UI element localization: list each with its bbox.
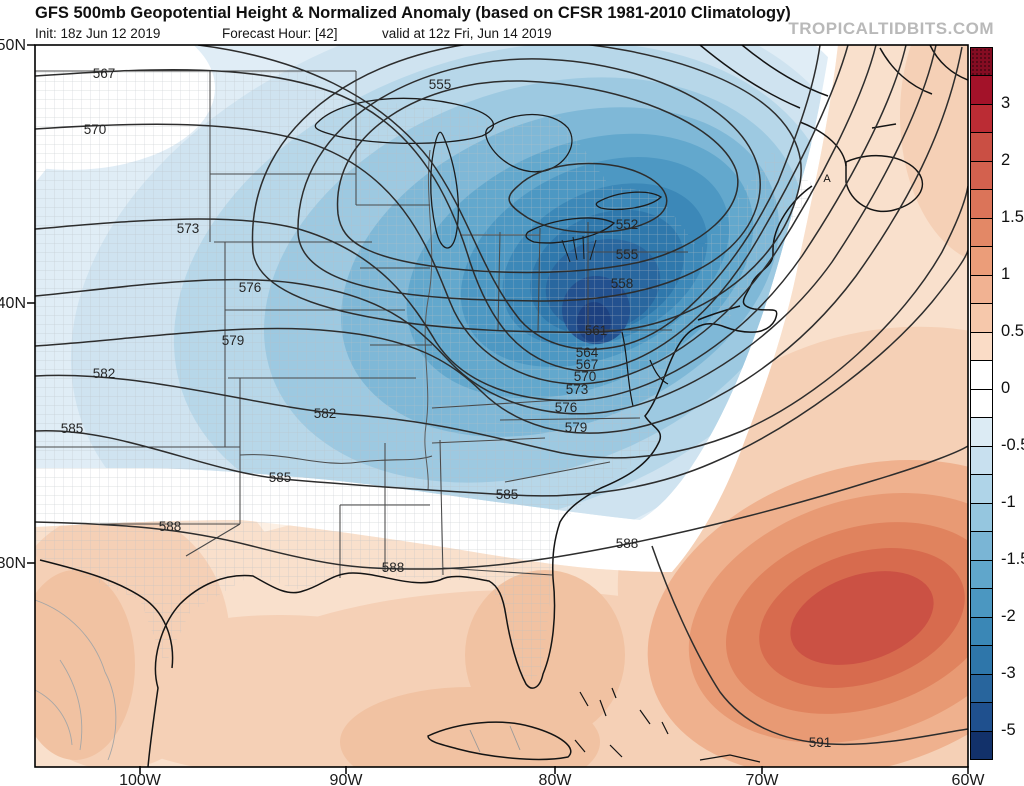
contour-value-label: 582 [314, 406, 337, 421]
finger-lakes [561, 235, 597, 263]
map-marker-a: A [823, 173, 831, 185]
contour-value-label: 588 [159, 519, 182, 534]
colorbar-segment [971, 445, 992, 475]
lon-tick-label: 100W [119, 772, 162, 786]
great-lakes [314, 97, 663, 263]
contour-value-label: 579 [565, 420, 588, 435]
colorbar-tick-label: -0.5 [1001, 436, 1024, 455]
colorbar-segment [971, 531, 992, 560]
mexico-state-borders [35, 599, 117, 761]
colorbar-segment [971, 616, 992, 646]
colorbar-segment [971, 417, 992, 446]
colorbar-tick-label: -1.5 [1001, 550, 1024, 569]
forecast-hour-label: Forecast Hour: [42] [222, 26, 338, 41]
colorbar-segment [971, 48, 992, 76]
contour-value-label: 579 [222, 333, 245, 348]
contour-value-label: 555 [616, 247, 639, 262]
atlantic-warm-anomaly-max [647, 459, 968, 767]
map-frame [34, 44, 969, 768]
colorbar-segment [971, 103, 992, 133]
lon-tick-label: 80W [539, 772, 573, 786]
lon-tick-label: 90W [330, 772, 364, 786]
colorbar-segment [971, 702, 992, 731]
cuba-interior-borders [469, 725, 521, 753]
colorbar-segment [971, 189, 992, 218]
colorbar-segment [971, 360, 992, 389]
tropicaltidbits-watermark: TROPICALTIDBITS.COM [788, 19, 994, 38]
colorbar-tick-label: -2 [1001, 607, 1016, 626]
colorbar-tick-label: 3 [1001, 94, 1011, 113]
contour-value-label: 573 [566, 382, 589, 397]
height-contours [35, 45, 968, 746]
colorbar-segment [971, 217, 992, 247]
contour-value-label: 570 [574, 369, 597, 384]
colorbar-segment [971, 75, 992, 104]
colorbar-tick-label: 2 [1001, 151, 1011, 170]
page-title: GFS 500mb Geopotential Height & Normaliz… [35, 4, 791, 22]
colorbar-tick-label: 1 [1001, 265, 1011, 284]
county-grid [35, 71, 815, 684]
coastline [39, 45, 968, 767]
colorbar-segment [971, 388, 992, 418]
contour-value-label: 552 [616, 217, 639, 232]
contour-value-label: 585 [61, 421, 84, 436]
contour-labels: 5525555555585615645675675705705735735765… [61, 66, 832, 750]
contour-value-label: 591 [809, 735, 832, 750]
latitude-axis: 50N 40N 30N [0, 37, 35, 572]
colorbar-tick-label: 0.5 [1001, 322, 1024, 341]
contour-value-label: 567 [576, 357, 599, 372]
init-time-label: Init: 18z Jun 12 2019 [35, 26, 161, 41]
contour-value-label: 558 [611, 276, 634, 291]
lat-tick-label: 40N [0, 295, 26, 312]
anomaly-colorbar [970, 47, 993, 760]
colorbar-segment [971, 474, 992, 503]
contour-value-label: 582 [93, 366, 116, 381]
colorbar-segment [971, 645, 992, 674]
lat-tick-label: 30N [0, 555, 26, 572]
colorbar-segment [971, 559, 992, 589]
colorbar-segment [971, 303, 992, 332]
colorbar-segment [971, 588, 992, 617]
contour-value-label: 588 [382, 560, 405, 575]
colorbar-tick-label: 0 [1001, 379, 1011, 398]
lon-tick-label: 70W [746, 772, 780, 786]
valid-time-label: valid at 12z Fri, Jun 14 2019 [382, 26, 552, 41]
colorbar-segment [971, 246, 992, 275]
colorbar-segment [971, 160, 992, 190]
colorbar-tick-label: -1 [1001, 493, 1016, 512]
contour-value-label: 564 [576, 345, 599, 360]
colorbar-tick-label: 1.5 [1001, 208, 1024, 227]
colorbar-segment [971, 331, 992, 361]
colorbar-segment [971, 274, 992, 304]
colorbar-segment [971, 502, 992, 532]
colorbar-tick-label: -5 [1001, 721, 1016, 740]
contour-value-label: 573 [177, 221, 200, 236]
colorbar-segment [971, 730, 992, 760]
contour-value-label: 570 [84, 122, 107, 137]
contour-value-label: 555 [429, 77, 452, 92]
lon-tick-label: 60W [952, 772, 986, 786]
colorbar-segment [971, 673, 992, 703]
contour-value-label: 585 [496, 487, 519, 502]
lat-tick-label: 50N [0, 37, 26, 54]
longitude-axis: 100W 90W 80W 70W 60W [119, 766, 985, 786]
colorbar-tick-label: -3 [1001, 664, 1016, 683]
map-markers: A [823, 173, 831, 185]
colorbar-segment [971, 132, 992, 161]
contour-value-label: 585 [269, 470, 292, 485]
contour-value-label: 561 [585, 323, 608, 338]
contour-value-label: 567 [93, 66, 116, 81]
contour-value-label: 588 [616, 536, 639, 551]
contour-value-label: 576 [239, 280, 262, 295]
contour-value-label: 576 [555, 400, 578, 415]
